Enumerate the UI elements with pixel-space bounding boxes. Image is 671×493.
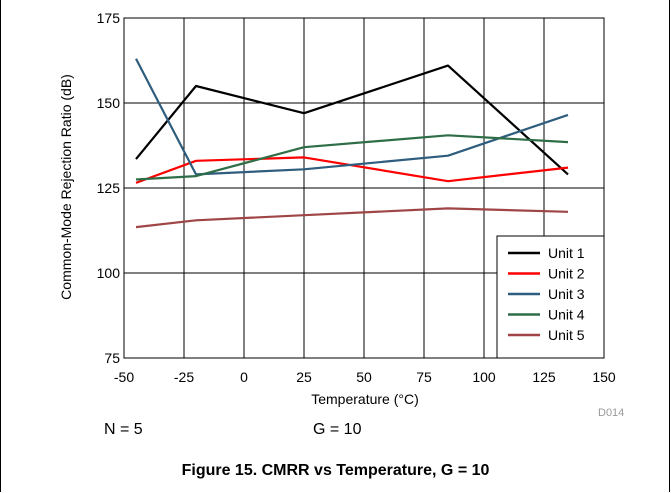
legend-label-unit-5: Unit 5 — [548, 327, 585, 343]
series-line-unit-2 — [135, 156, 569, 184]
tick-labels: -50 -25 0 25 50 75 100 125 150 75 100 125 150 175 — [97, 10, 616, 385]
g-label: G = 10 — [313, 421, 362, 438]
series-line-unit-5 — [135, 207, 569, 229]
x-tick-label: -25 — [174, 369, 194, 385]
y-axis-label: Common-Mode Rejection Ratio (dB) — [58, 74, 74, 300]
legend-label-unit-3: Unit 3 — [548, 286, 585, 302]
y-tick-label: 150 — [97, 95, 121, 111]
n-label: N = 5 — [104, 421, 143, 438]
x-axis-label: Temperature (°C) — [311, 391, 419, 407]
x-tick-label: 0 — [240, 369, 248, 385]
series-line-unit-3 — [135, 58, 569, 176]
figure-caption: Figure 15. CMRR vs Temperature, G = 10 — [181, 462, 490, 479]
legend-label-unit-1: Unit 1 — [548, 245, 585, 261]
y-tick-label: 175 — [97, 10, 121, 26]
x-tick-label: 25 — [296, 369, 312, 385]
figure-code: D014 — [598, 407, 625, 419]
x-tick-label: 150 — [592, 369, 616, 385]
series-line-unit-4 — [135, 134, 569, 181]
x-tick-label: 100 — [472, 369, 496, 385]
x-tick-label: 50 — [356, 369, 372, 385]
y-tick-label: 125 — [97, 180, 121, 196]
legend-label-unit-2: Unit 2 — [548, 266, 585, 282]
x-tick-label: 125 — [532, 369, 556, 385]
legend-label-unit-4: Unit 4 — [548, 307, 585, 323]
x-tick-label: 75 — [416, 369, 432, 385]
plot-border — [123, 17, 605, 359]
legend: Unit 1 Unit 2 Unit 3 Unit 4 Unit 5 — [496, 235, 605, 359]
legend-box — [496, 235, 605, 359]
y-tick-label: 75 — [104, 350, 120, 366]
x-tick-label: -50 — [114, 369, 134, 385]
series-line-unit-1 — [135, 64, 569, 176]
series-lines — [135, 58, 569, 229]
y-tick-label: 100 — [97, 265, 121, 281]
